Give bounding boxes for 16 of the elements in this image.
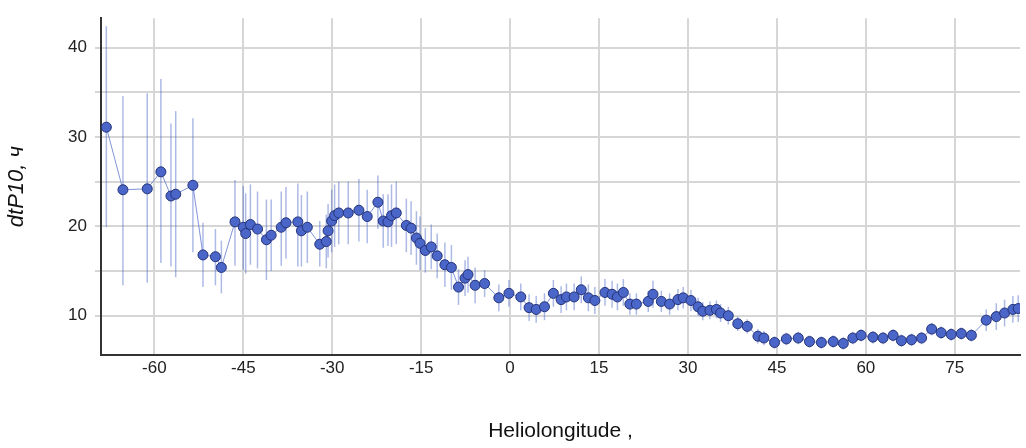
x-tick-label: -30: [319, 357, 345, 377]
x-tick-label: 15: [589, 357, 609, 377]
x-axis-title: Heliolongitude ,: [488, 418, 633, 442]
y-axis-title: dtP10, ч: [3, 146, 29, 228]
y-tick-label: 40: [68, 37, 87, 57]
x-tick-label: 45: [767, 357, 787, 377]
y-tick-label: 20: [68, 216, 87, 236]
x-tick-label: 75: [945, 357, 965, 377]
x-tick-label: -15: [408, 357, 434, 377]
x-tick-label: 60: [856, 357, 876, 377]
y-tick-label: 10: [68, 305, 87, 325]
x-tick-label: 0: [505, 357, 515, 377]
x-tick-label: -60: [142, 357, 167, 377]
x-tick-label: -45: [231, 357, 256, 377]
x-tick-label: 30: [678, 357, 698, 377]
y-tick-label: 30: [68, 126, 87, 146]
